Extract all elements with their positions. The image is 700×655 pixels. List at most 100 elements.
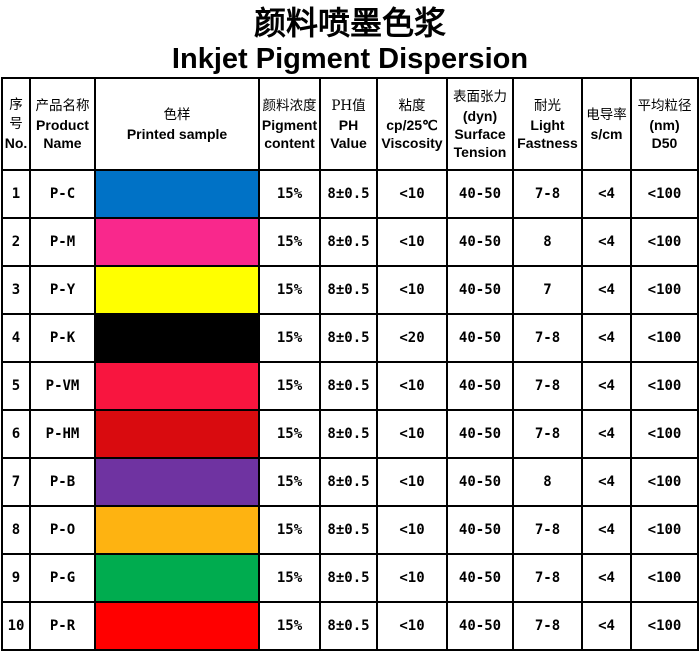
cell-ph-value: 8±0.5 bbox=[319, 553, 378, 603]
cell-viscosity: <10 bbox=[376, 409, 448, 459]
col-header-viscosity-line: Viscosity bbox=[381, 134, 443, 151]
cell-no: 10 bbox=[1, 601, 31, 651]
col-header-surface-tension-line: 表面张力 bbox=[453, 88, 507, 105]
cell-conductivity: <4 bbox=[581, 601, 632, 651]
cell-no: 3 bbox=[1, 265, 31, 315]
color-swatch bbox=[94, 313, 260, 363]
col-header-printed-sample-line: 色样 bbox=[163, 106, 191, 123]
col-header-d50-line: D50 bbox=[651, 134, 678, 151]
cell-surface-tension: 40-50 bbox=[446, 553, 514, 603]
col-header-conductivity: 电导率 s/cm bbox=[581, 77, 632, 171]
cell-no: 2 bbox=[1, 217, 31, 267]
spec-table-header: 序号 No. 产品名称 Product Name 色样 Printed sample 颜料浓度… bbox=[1, 77, 699, 171]
cell-d50: <100 bbox=[630, 313, 699, 363]
col-header-pigment-content-line: content bbox=[264, 134, 315, 151]
cell-pigment-content: 15% bbox=[258, 457, 321, 507]
cell-pigment-content: 15% bbox=[258, 169, 321, 219]
cell-pigment-content: 15% bbox=[258, 409, 321, 459]
color-swatch bbox=[94, 505, 260, 555]
cell-light-fastness: 7-8 bbox=[512, 169, 583, 219]
cell-product-name: P-C bbox=[29, 169, 96, 219]
cell-product-name: P-R bbox=[29, 601, 96, 651]
cell-viscosity: <10 bbox=[376, 553, 448, 603]
cell-no: 6 bbox=[1, 409, 31, 459]
cell-no: 7 bbox=[1, 457, 31, 507]
color-swatch bbox=[94, 169, 260, 219]
cell-no: 9 bbox=[1, 553, 31, 603]
cell-light-fastness: 7-8 bbox=[512, 505, 583, 555]
col-header-no-line: 号 bbox=[9, 116, 23, 132]
col-header-light-fastness-line: 耐光 bbox=[534, 97, 561, 114]
col-header-conductivity-line: 电导率 bbox=[586, 106, 627, 123]
cell-product-name: P-Y bbox=[29, 265, 96, 315]
col-header-light-fastness: 耐光 Light Fastness bbox=[512, 77, 583, 171]
cell-product-name: P-G bbox=[29, 553, 96, 603]
cell-surface-tension: 40-50 bbox=[446, 313, 514, 363]
color-swatch bbox=[94, 409, 260, 459]
table-row: 2 P-M 15% 8±0.5 <10 40-50 8 <4 <100 bbox=[1, 217, 699, 267]
cell-ph-value: 8±0.5 bbox=[319, 505, 378, 555]
spec-table: 序号 No. 产品名称 Product Name 色样 Printed sample 颜料浓度… bbox=[1, 77, 699, 651]
cell-viscosity: <10 bbox=[376, 601, 448, 651]
cell-light-fastness: 7-8 bbox=[512, 409, 583, 459]
col-header-product-name-line: 产品名称 bbox=[35, 97, 90, 114]
cell-product-name: P-M bbox=[29, 217, 96, 267]
cell-surface-tension: 40-50 bbox=[446, 505, 514, 555]
cell-surface-tension: 40-50 bbox=[446, 217, 514, 267]
col-header-product-name-line: Product bbox=[36, 116, 89, 133]
color-swatch bbox=[94, 553, 260, 603]
cell-d50: <100 bbox=[630, 601, 699, 651]
cell-d50: <100 bbox=[630, 505, 699, 555]
cell-pigment-content: 15% bbox=[258, 217, 321, 267]
cell-viscosity: <10 bbox=[376, 265, 448, 315]
cell-d50: <100 bbox=[630, 217, 699, 267]
cell-pigment-content: 15% bbox=[258, 361, 321, 411]
col-header-surface-tension-line: Tension bbox=[453, 143, 507, 160]
col-header-printed-sample: 色样 Printed sample bbox=[94, 77, 260, 171]
col-header-d50-line: 平均粒径 bbox=[637, 97, 692, 114]
cell-viscosity: <10 bbox=[376, 457, 448, 507]
cell-d50: <100 bbox=[630, 457, 699, 507]
cell-viscosity: <10 bbox=[376, 169, 448, 219]
table-row: 5 P-VM 15% 8±0.5 <10 40-50 7-8 <4 <100 bbox=[1, 361, 699, 411]
col-header-product-name: 产品名称 Product Name bbox=[29, 77, 96, 171]
col-header-product-name-line: Name bbox=[43, 134, 82, 151]
cell-product-name: P-O bbox=[29, 505, 96, 555]
cell-ph-value: 8±0.5 bbox=[319, 409, 378, 459]
cell-d50: <100 bbox=[630, 265, 699, 315]
color-swatch bbox=[94, 265, 260, 315]
col-header-ph-value-line: PH值 bbox=[331, 97, 366, 114]
table-row: 8 P-O 15% 8±0.5 <10 40-50 7-8 <4 <100 bbox=[1, 505, 699, 555]
cell-light-fastness: 7-8 bbox=[512, 361, 583, 411]
color-swatch bbox=[94, 601, 260, 651]
cell-light-fastness: 7-8 bbox=[512, 313, 583, 363]
cell-light-fastness: 8 bbox=[512, 457, 583, 507]
cell-d50: <100 bbox=[630, 169, 699, 219]
cell-d50: <100 bbox=[630, 553, 699, 603]
page-title-english: Inkjet Pigment Dispersion bbox=[171, 43, 529, 75]
cell-conductivity: <4 bbox=[581, 169, 632, 219]
header-row: 序号 No. 产品名称 Product Name 色样 Printed sample 颜料浓度… bbox=[1, 77, 699, 171]
col-header-pigment-content: 颜料浓度 Pigment content bbox=[258, 77, 321, 171]
col-header-no-line: 序 bbox=[9, 97, 23, 113]
cell-pigment-content: 15% bbox=[258, 601, 321, 651]
cell-pigment-content: 15% bbox=[258, 265, 321, 315]
cell-ph-value: 8±0.5 bbox=[319, 601, 378, 651]
cell-no: 8 bbox=[1, 505, 31, 555]
cell-surface-tension: 40-50 bbox=[446, 265, 514, 315]
table-row: 6 P-HM 15% 8±0.5 <10 40-50 7-8 <4 <100 bbox=[1, 409, 699, 459]
cell-pigment-content: 15% bbox=[258, 505, 321, 555]
col-header-pigment-content-line: 颜料浓度 bbox=[262, 97, 317, 114]
cell-conductivity: <4 bbox=[581, 265, 632, 315]
cell-ph-value: 8±0.5 bbox=[319, 313, 378, 363]
cell-conductivity: <4 bbox=[581, 553, 632, 603]
cell-product-name: P-VM bbox=[29, 361, 96, 411]
col-header-conductivity-line: s/cm bbox=[590, 125, 623, 142]
cell-product-name: P-HM bbox=[29, 409, 96, 459]
cell-surface-tension: 40-50 bbox=[446, 457, 514, 507]
col-header-pigment-content-line: Pigment bbox=[261, 116, 318, 133]
col-header-ph-value-line: Value bbox=[330, 134, 367, 151]
col-header-printed-sample-line: Printed sample bbox=[126, 125, 228, 142]
table-row: 9 P-G 15% 8±0.5 <10 40-50 7-8 <4 <100 bbox=[1, 553, 699, 603]
